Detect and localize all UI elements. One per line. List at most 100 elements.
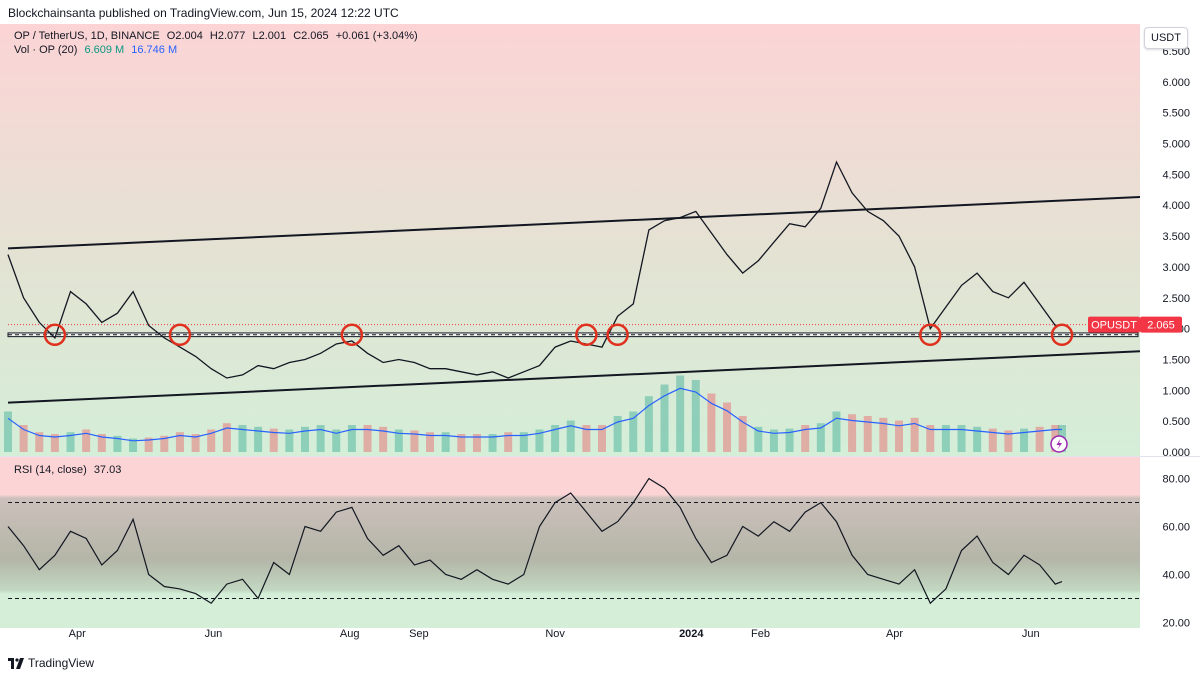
- volume-bars: [4, 375, 1066, 452]
- time-tick-label: 2024: [679, 628, 704, 640]
- volume-bar: [926, 425, 935, 452]
- touch-marker: [1050, 323, 1074, 347]
- volume-bar: [160, 435, 169, 452]
- symbol-legend: OP / TetherUS, 1D, BINANCE O2.004 H2.077…: [14, 30, 422, 42]
- volume-bar: [551, 425, 560, 452]
- volume-bar: [191, 434, 200, 452]
- price-tag-label: 2.065: [1147, 320, 1175, 332]
- price-pane-background: [0, 24, 1140, 456]
- volume-bar: [863, 416, 872, 452]
- volume-bar: [488, 434, 497, 452]
- time-tick-label: Feb: [751, 628, 770, 640]
- volume-ma-series: [7, 387, 1062, 442]
- ohlc-low: L2.001: [252, 30, 287, 42]
- volume-bar: [848, 414, 857, 452]
- price-tick-label: 1.000: [1162, 385, 1190, 397]
- volume-bar: [957, 425, 966, 452]
- tradingview-logo[interactable]: TradingView: [8, 656, 94, 670]
- upper-trendline[interactable]: [7, 196, 1141, 250]
- volume-bar: [19, 425, 28, 452]
- volume-bar: [254, 426, 263, 452]
- volume-ma-line: [7, 387, 1062, 442]
- price-tick-label: 2.500: [1162, 293, 1190, 305]
- volume-bar: [441, 432, 450, 452]
- touch-marker: [575, 323, 598, 347]
- rsi-value: 37.03: [93, 464, 122, 476]
- rsi-tick-label: 60.00: [1162, 522, 1190, 534]
- volume-bar: [676, 375, 685, 452]
- volume-bar: [769, 429, 778, 452]
- volume-label[interactable]: Vol · OP (20): [14, 44, 78, 56]
- time-axis-background: [0, 628, 1200, 652]
- rsi-label[interactable]: RSI (14, close): [14, 464, 87, 476]
- time-axis[interactable]: Apr Jun Aug Sep Nov 2024 Feb Apr Jun: [69, 628, 1040, 640]
- time-tick-label: Nov: [545, 628, 565, 640]
- ohlc-open: O2.004: [166, 30, 203, 42]
- ohlc-change: +0.061 (+3.04%): [335, 30, 418, 42]
- price-tick-label: 0.000: [1162, 447, 1190, 459]
- volume-bar: [660, 384, 669, 452]
- symbol-title[interactable]: OP / TetherUS, 1D, BINANCE: [14, 30, 160, 42]
- volume-bar: [144, 437, 153, 452]
- currency-button[interactable]: USDT: [1144, 27, 1188, 49]
- time-tick-label: Jun: [205, 628, 223, 640]
- volume-bar: [629, 411, 638, 452]
- price-tick-label: 3.500: [1162, 231, 1190, 243]
- channel-trendlines[interactable]: [7, 196, 1141, 404]
- price-tick-label: 5.500: [1162, 108, 1190, 120]
- volume-bar: [1035, 426, 1044, 452]
- volume-bar: [300, 426, 309, 452]
- rsi-axis[interactable]: 20.00 40.00 60.00 80.00: [1162, 474, 1190, 630]
- volume-bar: [754, 426, 763, 452]
- volume-value: 6.609 M: [84, 44, 125, 56]
- price-tick-label: 6.500: [1162, 46, 1190, 58]
- volume-bar: [207, 429, 216, 452]
- last-price-tag: OPUSDT 2.065: [1088, 316, 1182, 333]
- price-axis-background: [1140, 24, 1200, 456]
- touch-marker: [606, 323, 629, 347]
- volume-bar: [285, 429, 294, 452]
- volume-bar: [597, 425, 606, 452]
- volume-bar: [644, 396, 653, 452]
- header-bar: Blockchainsanta published on TradingView…: [0, 0, 1200, 24]
- volume-bar: [82, 429, 91, 452]
- chart-area[interactable]: 0.0000.5001.0001.5002.0002.5003.0003.500…: [0, 24, 1200, 652]
- volume-bar: [394, 429, 403, 452]
- touch-marker: [43, 323, 67, 347]
- volume-bar: [832, 411, 841, 452]
- volume-bar: [1020, 428, 1029, 452]
- volume-bar: [535, 429, 544, 452]
- volume-bar: [269, 428, 278, 452]
- volume-bar: [4, 411, 12, 452]
- volume-bar: [35, 432, 44, 452]
- price-line: [7, 160, 1063, 379]
- touch-marker: [919, 323, 942, 347]
- ohlc-high: H2.077: [209, 30, 246, 42]
- touch-marker: [168, 323, 192, 347]
- volume-bar: [379, 426, 388, 452]
- price-tick-label: 3.000: [1162, 262, 1190, 274]
- price-tick-label: 5.000: [1162, 139, 1190, 151]
- volume-bar: [988, 428, 997, 452]
- price-tick-label: 4.000: [1162, 200, 1190, 212]
- lightning-icon[interactable]: [1050, 435, 1068, 453]
- ohlc-close: C2.065: [293, 30, 329, 42]
- rsi-tick-label: 20.00: [1162, 617, 1190, 629]
- time-tick-label: Apr: [886, 628, 903, 640]
- volume-bar: [316, 425, 325, 452]
- volume-bar: [785, 428, 794, 452]
- symbol-tag: [1088, 316, 1140, 333]
- volume-bar: [50, 434, 59, 452]
- price-series: [7, 160, 1063, 379]
- tradingview-icon: [8, 657, 24, 669]
- volume-bar: [910, 417, 919, 452]
- volume-bar: [566, 420, 575, 452]
- rsi-axis-background: [1140, 457, 1200, 628]
- price-axis[interactable]: 0.0000.5001.0001.5002.0002.5003.0003.500…: [1162, 46, 1190, 459]
- footer-bar: [0, 652, 1200, 676]
- volume-bar: [222, 423, 231, 452]
- price-tick-label: 6.000: [1162, 77, 1190, 89]
- support-touch-markers: [43, 323, 1074, 347]
- lower-trendline[interactable]: [7, 350, 1141, 404]
- volume-ma-value: 16.746 M: [131, 44, 178, 56]
